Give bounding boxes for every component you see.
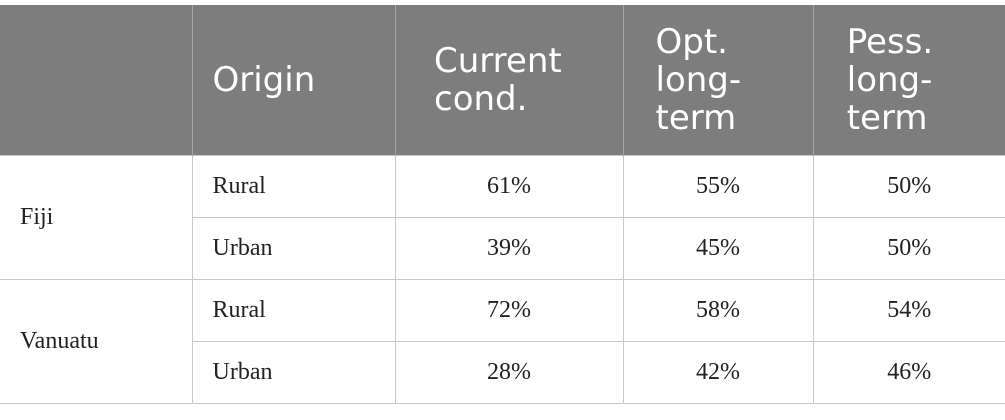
- value-cell: 42%: [622, 341, 814, 404]
- header-cell: Origin: [191, 5, 395, 156]
- value-cell: 54%: [812, 279, 1005, 342]
- header-row: Origin Current cond. Opt. long-term Pess…: [0, 5, 1005, 156]
- origin-cell: Rural: [191, 155, 396, 218]
- table-body: Fiji Rural 61% 55% 50% Urban 39% 45% 50% Vanuatu R…: [0, 155, 1005, 404]
- value-cell: 28%: [394, 341, 624, 404]
- value-cell: 61%: [394, 155, 624, 218]
- table-row: Urban 39% 45% 50%: [0, 217, 1005, 280]
- header-cell: Current cond.: [394, 5, 623, 156]
- value-cell: 50%: [812, 155, 1005, 218]
- country-cell: Vanuatu: [0, 279, 193, 404]
- origin-cell: Urban: [191, 341, 396, 404]
- origin-cell: Urban: [191, 217, 396, 280]
- table-row: Vanuatu Rural 72% 58% 54%: [0, 279, 1005, 404]
- table-row: Urban 28% 42% 46%: [0, 341, 1005, 404]
- header-cell: [0, 5, 192, 156]
- data-table: Origin Current cond. Opt. long-term Pess…: [0, 5, 1005, 404]
- header-cell: Pess. long-term: [812, 5, 1005, 156]
- header-cell: Opt. long-term: [622, 5, 813, 156]
- value-cell: 55%: [622, 155, 814, 218]
- country-cell: Fiji: [0, 155, 193, 280]
- header-text: Pess. long-term: [846, 22, 934, 138]
- origin-cell: Rural: [191, 279, 396, 342]
- value-cell: 39%: [394, 217, 624, 280]
- value-cell: 72%: [394, 279, 624, 342]
- header-text: Origin: [212, 60, 316, 100]
- header-text: Current cond.: [434, 41, 562, 119]
- header-text: Opt. long-term: [655, 22, 742, 138]
- value-cell: 46%: [812, 341, 1005, 404]
- value-cell: 58%: [622, 279, 814, 342]
- table-row: Fiji Rural 61% 55% 50%: [0, 155, 1005, 280]
- value-cell: 45%: [622, 217, 814, 280]
- table-header: Origin Current cond. Opt. long-term Pess…: [0, 5, 1005, 156]
- value-cell: 50%: [812, 217, 1005, 280]
